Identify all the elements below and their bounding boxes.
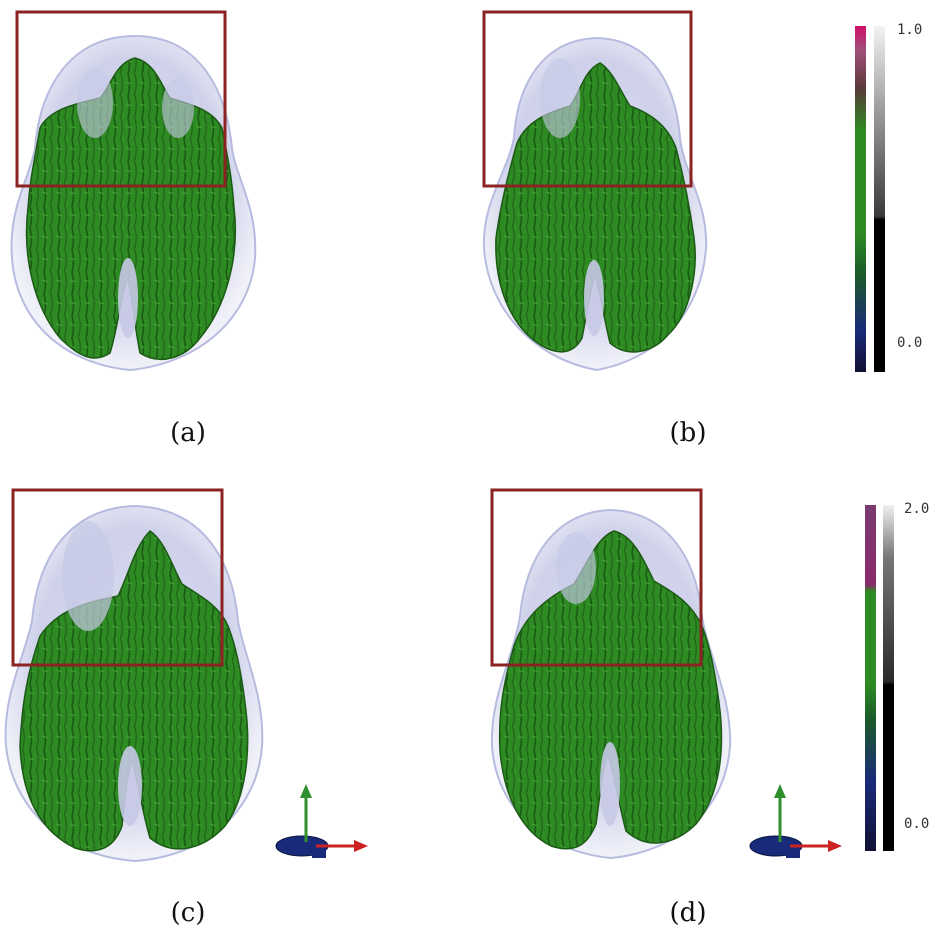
brain-panel-d (476, 486, 746, 866)
colorbar-bottom (865, 505, 901, 855)
orientation-axes-d (746, 780, 846, 875)
colorbar-color-strip (855, 26, 866, 372)
colorbar-color-strip (865, 505, 876, 851)
brain-panel-a (0, 8, 270, 378)
colorbar-top (855, 26, 891, 376)
brain-panel-c (0, 486, 270, 866)
roi-box (482, 10, 693, 188)
brain-panel-b (462, 8, 732, 378)
colorbar-bottom-min-label: 0.0 (904, 816, 930, 832)
caption-a: (a) (170, 418, 206, 448)
colorbar-gray-strip (874, 26, 885, 372)
colorbar-bottom-max-label: 2.0 (904, 501, 930, 517)
colorbar-top-min-label: 0.0 (897, 335, 923, 351)
caption-c: (c) (170, 898, 206, 928)
orientation-axes-c (272, 780, 372, 875)
roi-box (11, 488, 224, 667)
roi-box (490, 488, 703, 667)
roi-box (15, 10, 227, 188)
caption-d: (d) (669, 898, 707, 928)
colorbar-gray-strip (883, 505, 894, 851)
colorbar-top-max-label: 1.0 (897, 22, 923, 38)
caption-b: (b) (669, 418, 707, 448)
